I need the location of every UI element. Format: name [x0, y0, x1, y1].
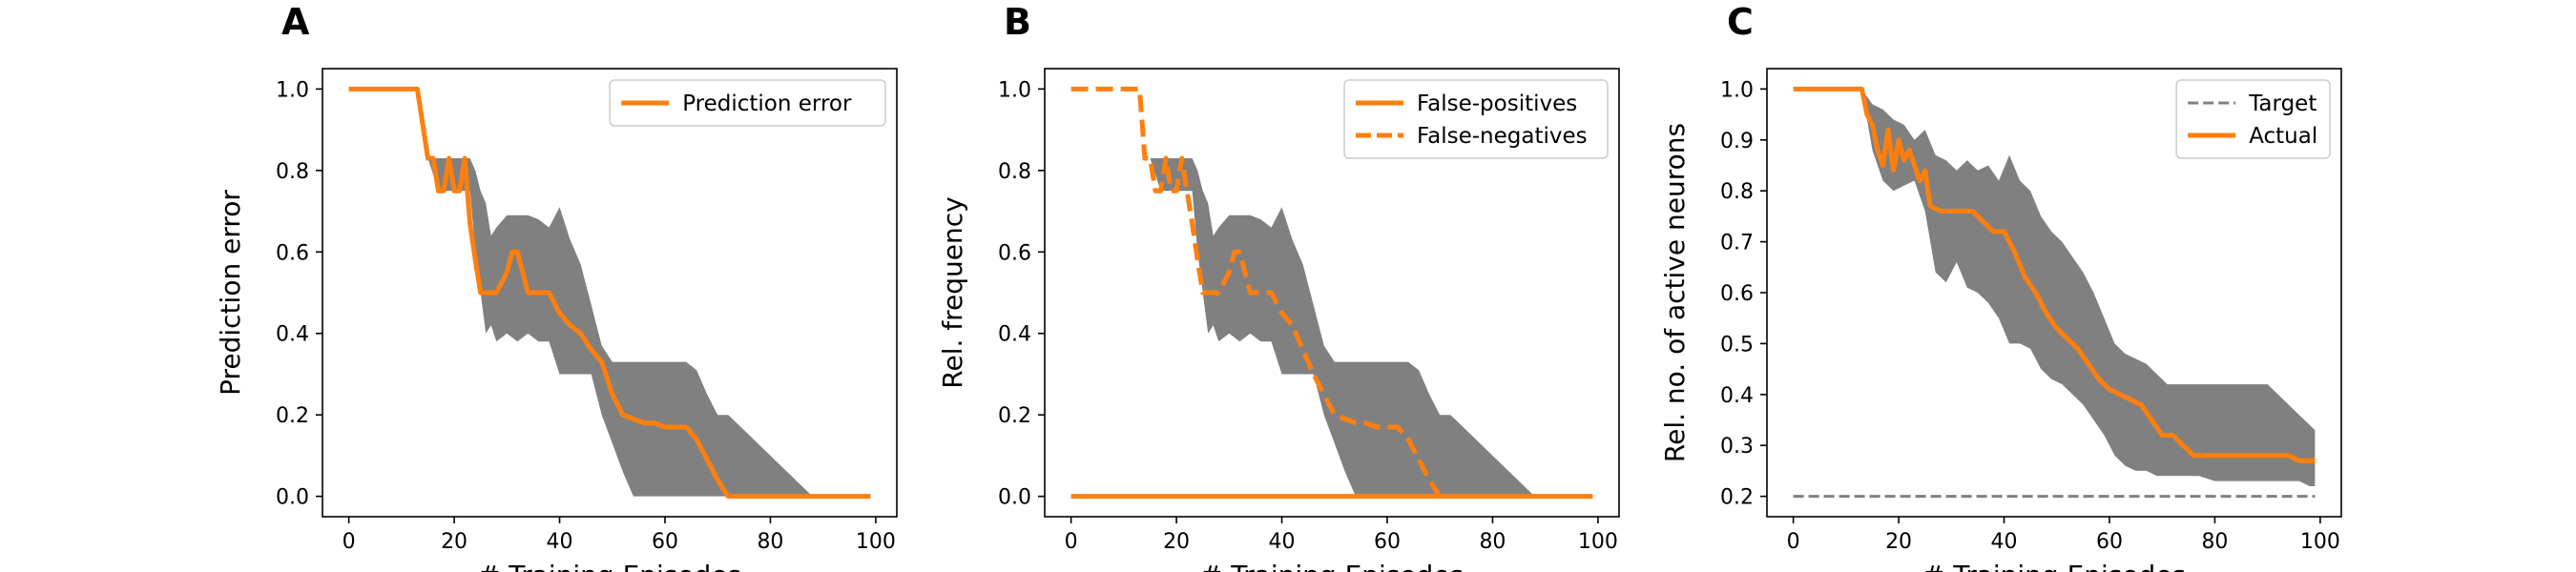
y-tick-label: 0.2	[276, 404, 309, 428]
y-tick-label: 0.2	[998, 404, 1031, 428]
x-tick-label: 60	[2096, 530, 2123, 554]
y-tick-label: 1.0	[998, 78, 1031, 102]
legend-box	[2175, 79, 2331, 159]
y-tick-label: 0.8	[1720, 180, 1754, 204]
y-tick-label: 0.2	[1720, 486, 1754, 510]
y-tick-label: 0.6	[276, 241, 309, 265]
panel-b: 0 20 40 60 80 100 0.0 0.2 0.4 0.6 0.8 1.0 # Training…	[937, 1, 1620, 572]
std-band	[1793, 89, 2316, 487]
y-tick-label: 0.0	[276, 486, 309, 510]
x-tick-label: 100	[2300, 530, 2340, 554]
legend-label: Target	[2248, 92, 2316, 116]
y-axis-label: Prediction error	[215, 190, 246, 396]
x-tick-label: 0	[1787, 530, 1800, 554]
panel-letter: A	[281, 1, 310, 43]
y-tick-label: 0.5	[1720, 333, 1754, 357]
y-axis-label: Rel. no. of active neurons	[1659, 123, 1691, 462]
std-band	[348, 89, 871, 497]
legend-box	[1343, 79, 1609, 159]
std-band	[1070, 89, 1593, 497]
series-line-false-negatives	[1070, 86, 1443, 498]
y-tick-label: 0.0	[998, 486, 1031, 510]
y-tick-label: 0.6	[998, 241, 1031, 265]
y-tick-label: 0.6	[1720, 282, 1754, 306]
x-tick-label: 40	[547, 530, 573, 554]
x-tick-label: 40	[1991, 530, 2018, 554]
x-tick-label: 100	[1578, 530, 1618, 554]
x-tick-label: 60	[1374, 530, 1401, 554]
legend-label: Actual	[2249, 124, 2317, 149]
y-tick-label: 0.4	[998, 323, 1031, 347]
y-tick-label: 0.3	[1720, 435, 1754, 459]
panel-letter: C	[1727, 1, 1754, 43]
series-line-prediction-error	[348, 86, 871, 500]
x-axis-label: # Training Episodes	[478, 560, 741, 572]
series-line-actual	[1793, 86, 2316, 463]
legend-box	[609, 79, 886, 127]
y-tick-label: 1.0	[1720, 78, 1754, 102]
x-tick-label: 20	[1885, 530, 1912, 554]
y-tick-label: 0.4	[1720, 384, 1754, 408]
x-tick-label: 60	[652, 530, 678, 554]
x-tick-label: 0	[1065, 530, 1078, 554]
axes-frame	[1044, 68, 1620, 518]
y-tick-label: 0.4	[276, 323, 309, 347]
y-tick-label: 0.8	[276, 160, 309, 184]
panel-c: 0 20 40 60 80 100 0.2 0.3 0.4 0.5 0.6 0.7 0.8 0.9 1.0 #…	[1659, 1, 2342, 572]
x-tick-label: 80	[757, 530, 783, 554]
x-tick-label: 20	[441, 530, 467, 554]
legend-label: False-negatives	[1417, 124, 1588, 149]
x-tick-label: 20	[1163, 530, 1190, 554]
y-tick-label: 0.9	[1720, 130, 1754, 153]
legend-label: Prediction error	[682, 92, 852, 116]
legend-label: False-positives	[1417, 92, 1577, 116]
x-axis-label: # Training Episodes	[1200, 560, 1464, 572]
x-tick-label: 100	[856, 530, 896, 554]
x-tick-label: 80	[1479, 530, 1506, 554]
y-tick-label: 0.8	[998, 160, 1031, 184]
x-tick-label: 80	[2201, 530, 2228, 554]
y-tick-label: 1.0	[276, 78, 309, 102]
panel-a: 0 20 40 60 80 100 0.0 0.2 0.4 0.6 0.8 1.0 # Training…	[215, 1, 898, 572]
y-tick-label: 0.7	[1720, 232, 1754, 255]
x-tick-label: 0	[343, 530, 356, 554]
axes-frame	[322, 68, 898, 518]
x-axis-label: # Training Episodes	[1922, 560, 2186, 572]
panel-letter: B	[1004, 1, 1031, 43]
y-axis-label: Rel. frequency	[937, 196, 968, 388]
x-tick-label: 40	[1269, 530, 1296, 554]
